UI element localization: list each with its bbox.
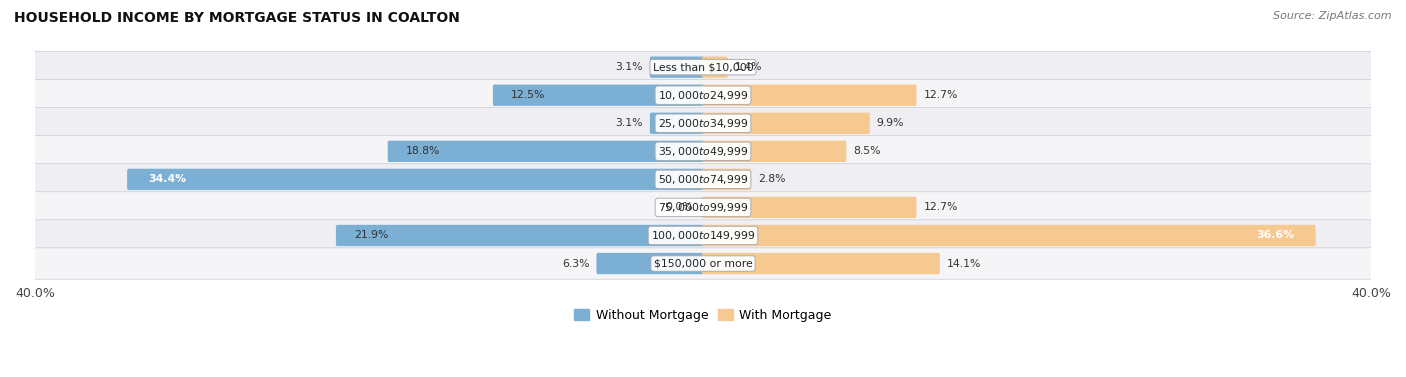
Text: 12.5%: 12.5% [510, 90, 546, 100]
FancyBboxPatch shape [388, 141, 704, 162]
Text: 12.7%: 12.7% [924, 90, 957, 100]
FancyBboxPatch shape [32, 192, 1374, 223]
Text: 2.8%: 2.8% [758, 175, 786, 184]
FancyBboxPatch shape [32, 136, 1374, 167]
FancyBboxPatch shape [650, 113, 704, 134]
Text: $50,000 to $74,999: $50,000 to $74,999 [658, 173, 748, 186]
FancyBboxPatch shape [702, 141, 846, 162]
Text: 1.4%: 1.4% [735, 62, 762, 72]
Text: 9.9%: 9.9% [877, 118, 904, 128]
Text: 34.4%: 34.4% [149, 175, 187, 184]
FancyBboxPatch shape [702, 225, 1316, 246]
Legend: Without Mortgage, With Mortgage: Without Mortgage, With Mortgage [569, 304, 837, 327]
FancyBboxPatch shape [702, 57, 728, 78]
FancyBboxPatch shape [494, 84, 704, 106]
Text: $100,000 to $149,999: $100,000 to $149,999 [651, 229, 755, 242]
Text: 12.7%: 12.7% [924, 202, 957, 212]
Text: HOUSEHOLD INCOME BY MORTGAGE STATUS IN COALTON: HOUSEHOLD INCOME BY MORTGAGE STATUS IN C… [14, 11, 460, 25]
FancyBboxPatch shape [32, 51, 1374, 83]
Text: Less than $10,000: Less than $10,000 [652, 62, 754, 72]
FancyBboxPatch shape [32, 248, 1374, 279]
FancyBboxPatch shape [702, 197, 917, 218]
FancyBboxPatch shape [650, 57, 704, 78]
FancyBboxPatch shape [336, 225, 704, 246]
FancyBboxPatch shape [702, 169, 751, 190]
FancyBboxPatch shape [32, 220, 1374, 251]
FancyBboxPatch shape [702, 84, 917, 106]
Text: 3.1%: 3.1% [616, 62, 643, 72]
Text: 8.5%: 8.5% [853, 146, 880, 156]
FancyBboxPatch shape [702, 253, 939, 274]
FancyBboxPatch shape [702, 113, 870, 134]
FancyBboxPatch shape [32, 80, 1374, 111]
Text: 21.9%: 21.9% [354, 230, 388, 241]
FancyBboxPatch shape [32, 164, 1374, 195]
Text: 3.1%: 3.1% [616, 118, 643, 128]
Text: $25,000 to $34,999: $25,000 to $34,999 [658, 117, 748, 130]
Text: $75,000 to $99,999: $75,000 to $99,999 [658, 201, 748, 214]
FancyBboxPatch shape [596, 253, 704, 274]
Text: 18.8%: 18.8% [406, 146, 440, 156]
Text: 36.6%: 36.6% [1256, 230, 1295, 241]
Text: 0.0%: 0.0% [665, 202, 693, 212]
Text: $35,000 to $49,999: $35,000 to $49,999 [658, 145, 748, 158]
FancyBboxPatch shape [127, 169, 704, 190]
Text: Source: ZipAtlas.com: Source: ZipAtlas.com [1274, 11, 1392, 21]
Text: $150,000 or more: $150,000 or more [654, 259, 752, 268]
Text: $10,000 to $24,999: $10,000 to $24,999 [658, 89, 748, 102]
Text: 6.3%: 6.3% [562, 259, 589, 268]
Text: 14.1%: 14.1% [946, 259, 981, 268]
FancyBboxPatch shape [32, 107, 1374, 139]
